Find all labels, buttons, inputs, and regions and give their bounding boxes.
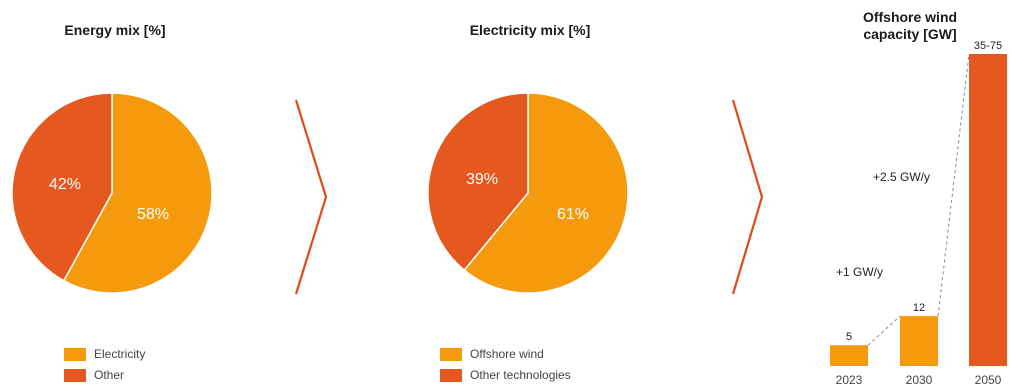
electricity-mix-pie: 61% 39% [427, 92, 629, 294]
electricity-mix-legend: Offshore wind Other technologies [440, 345, 571, 387]
x-tick-label: 2023 [836, 373, 863, 387]
energy-mix-legend: Electricity Other [64, 345, 145, 387]
electricity-mix-title: Electricity mix [%] [469, 22, 591, 38]
legend-label: Other technologies [470, 368, 571, 382]
chevron-right-icon [294, 99, 328, 295]
legend-label: Other [94, 368, 125, 382]
pie-label-other: 42% [49, 176, 81, 193]
offshore-wind-title: Offshore wind capacity [GW] [820, 9, 1000, 43]
bar-2023 [830, 345, 868, 366]
bar-2030 [900, 316, 938, 366]
legend-item-other: Other [64, 366, 145, 384]
pie-label-electricity: 58% [137, 206, 169, 223]
x-tick-label: 2050 [975, 373, 1002, 387]
legend-item-electricity: Electricity [64, 345, 145, 363]
pie-label-offshore-wind: 61% [557, 206, 589, 223]
legend-item-offshore-wind: Offshore wind [440, 345, 571, 363]
legend-swatch [440, 368, 462, 382]
x-tick-label: 2030 [906, 373, 933, 387]
growth-connector-line [937, 53, 970, 317]
legend-swatch [64, 368, 86, 382]
legend-item-other-technologies: Other technologies [440, 366, 571, 384]
pie-slice-offshore-wind [463, 92, 629, 294]
growth-annotation: +2.5 GW/y [873, 170, 930, 184]
growth-annotation: +1 GW/y [836, 265, 883, 279]
bar-value-label: 35-75 [974, 40, 1002, 52]
legend-label: Electricity [94, 347, 146, 361]
pie-slice-other [11, 92, 113, 282]
bar-value-label: 5 [846, 331, 852, 343]
energy-mix-pie: 58% 42% [11, 92, 213, 294]
offshore-wind-title-line-1: Offshore wind [862, 9, 958, 25]
energy-mix-title: Energy mix [%] [64, 22, 166, 38]
offshore-wind-title-line-2: capacity [GW] [863, 26, 957, 42]
legend-swatch [440, 347, 462, 361]
pie-slice-other-technologies [427, 92, 529, 272]
offshore-wind-bar-chart: 5 12 35-75 2023 2030 2050 +1 GW/y +2.5 G… [830, 40, 1007, 387]
chevron-right-icon [731, 99, 764, 295]
legend-label: Offshore wind [470, 347, 544, 361]
growth-connector-line [867, 315, 901, 346]
legend-swatch [64, 347, 86, 361]
bar-2050 [969, 54, 1007, 366]
bar-value-label: 12 [913, 302, 925, 314]
pie-slice-electricity [62, 92, 213, 294]
pie-label-other-technologies: 39% [466, 171, 498, 188]
